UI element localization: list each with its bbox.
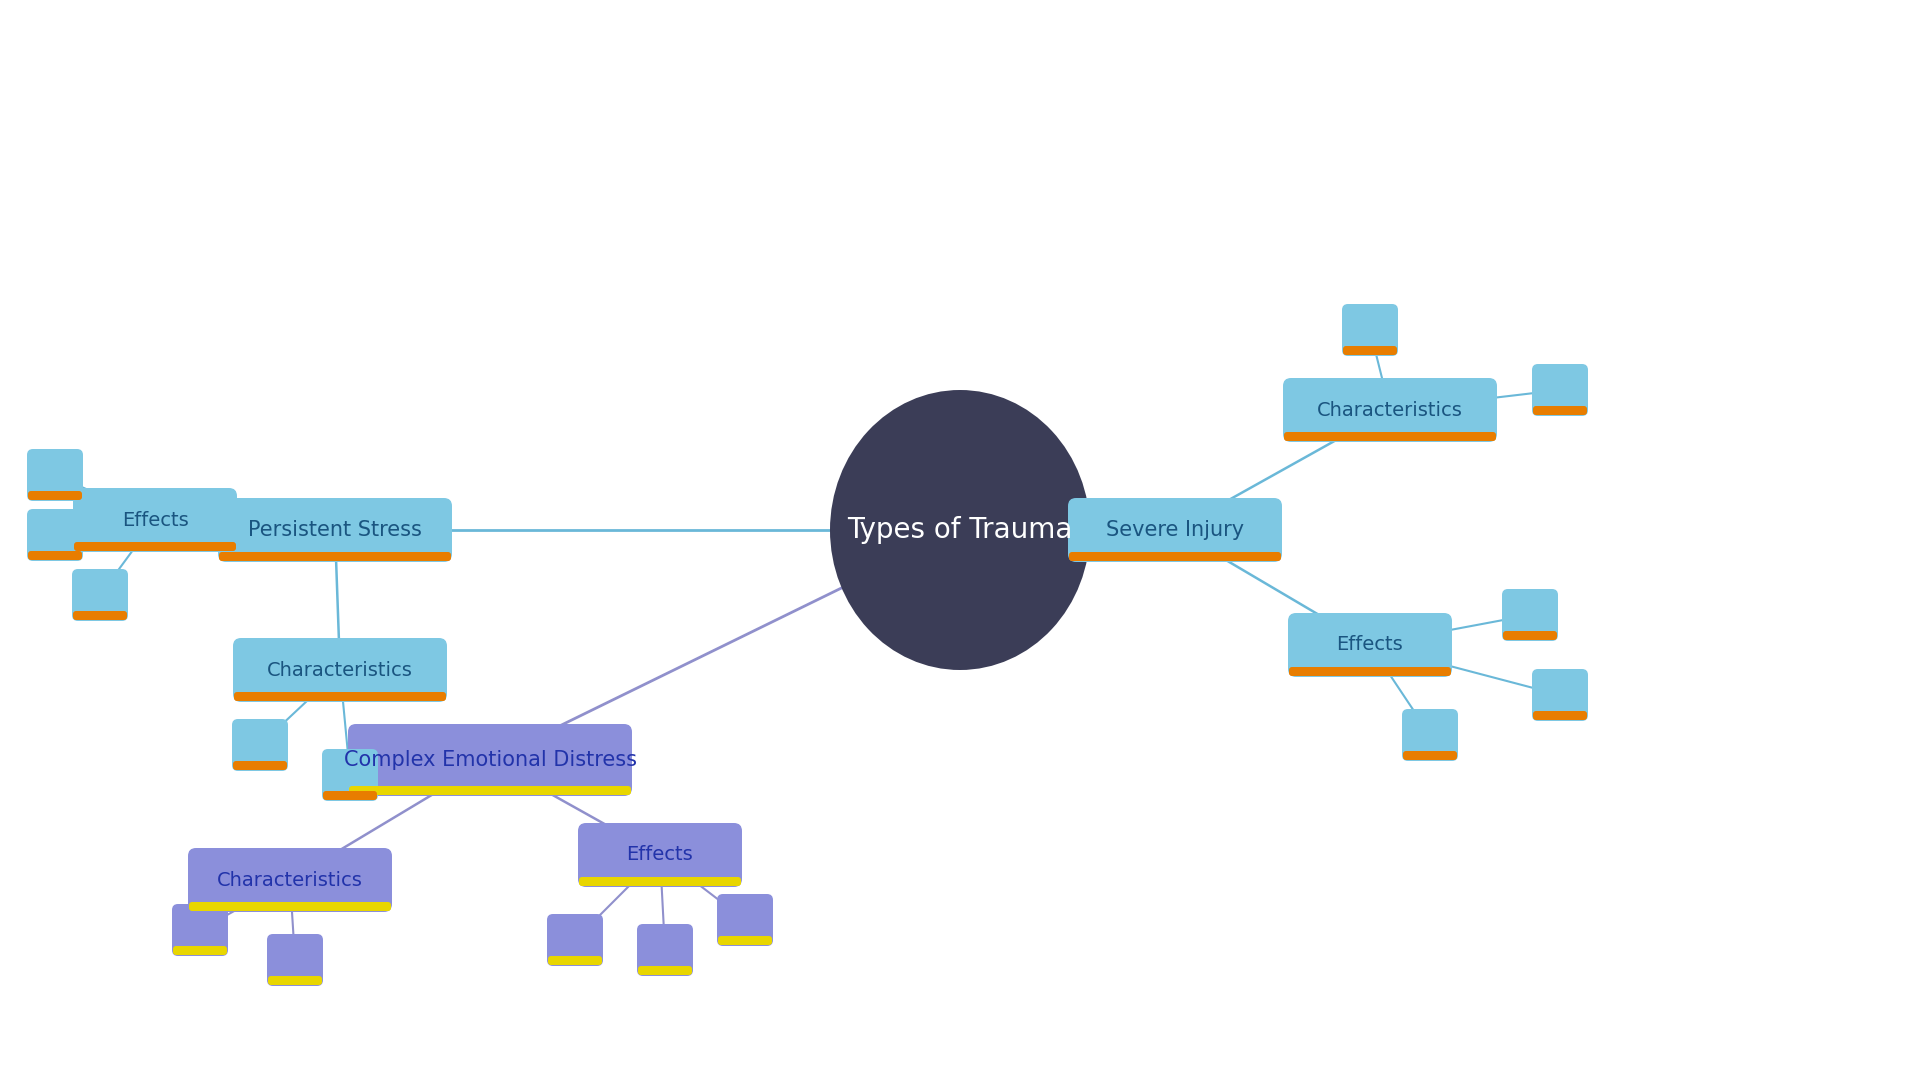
Text: Complex Emotional Distress: Complex Emotional Distress [344, 750, 637, 770]
FancyBboxPatch shape [232, 719, 288, 771]
FancyBboxPatch shape [232, 761, 286, 770]
FancyBboxPatch shape [1404, 751, 1457, 760]
Text: Characteristics: Characteristics [217, 870, 363, 890]
FancyBboxPatch shape [1283, 378, 1498, 442]
Text: Characteristics: Characteristics [1317, 401, 1463, 419]
FancyBboxPatch shape [349, 786, 632, 795]
FancyBboxPatch shape [323, 791, 376, 800]
FancyBboxPatch shape [173, 904, 228, 956]
FancyBboxPatch shape [718, 936, 772, 945]
FancyBboxPatch shape [73, 569, 129, 621]
FancyBboxPatch shape [348, 724, 632, 796]
Text: Severe Injury: Severe Injury [1106, 519, 1244, 540]
Ellipse shape [829, 390, 1091, 670]
FancyBboxPatch shape [267, 934, 323, 986]
FancyBboxPatch shape [75, 542, 236, 551]
FancyBboxPatch shape [580, 877, 741, 886]
FancyBboxPatch shape [1288, 613, 1452, 677]
FancyBboxPatch shape [27, 449, 83, 501]
FancyBboxPatch shape [1068, 498, 1283, 562]
FancyBboxPatch shape [73, 611, 127, 620]
FancyBboxPatch shape [73, 488, 236, 552]
Text: Types of Trauma: Types of Trauma [847, 516, 1073, 544]
FancyBboxPatch shape [29, 491, 83, 500]
FancyBboxPatch shape [637, 924, 693, 976]
FancyBboxPatch shape [1402, 708, 1457, 761]
FancyBboxPatch shape [323, 750, 378, 801]
FancyBboxPatch shape [219, 498, 451, 562]
FancyBboxPatch shape [1288, 667, 1452, 676]
FancyBboxPatch shape [1503, 631, 1557, 640]
Text: Effects: Effects [1336, 635, 1404, 654]
FancyBboxPatch shape [1342, 346, 1398, 355]
FancyBboxPatch shape [1342, 303, 1398, 356]
FancyBboxPatch shape [29, 551, 83, 561]
FancyBboxPatch shape [637, 966, 691, 975]
FancyBboxPatch shape [188, 848, 392, 912]
FancyBboxPatch shape [1532, 711, 1588, 720]
FancyBboxPatch shape [173, 946, 227, 955]
FancyBboxPatch shape [1284, 432, 1496, 441]
FancyBboxPatch shape [234, 692, 445, 701]
FancyBboxPatch shape [1532, 406, 1588, 415]
FancyBboxPatch shape [1069, 552, 1281, 561]
FancyBboxPatch shape [1532, 364, 1588, 416]
FancyBboxPatch shape [27, 509, 83, 561]
Text: Effects: Effects [121, 511, 188, 529]
FancyBboxPatch shape [578, 823, 741, 887]
Text: Characteristics: Characteristics [267, 661, 413, 679]
FancyBboxPatch shape [1501, 589, 1557, 642]
FancyBboxPatch shape [547, 956, 603, 966]
FancyBboxPatch shape [188, 902, 392, 912]
FancyBboxPatch shape [219, 552, 451, 561]
Text: Effects: Effects [626, 846, 693, 864]
Text: Persistent Stress: Persistent Stress [248, 519, 422, 540]
FancyBboxPatch shape [269, 976, 323, 985]
FancyBboxPatch shape [1532, 669, 1588, 721]
FancyBboxPatch shape [547, 914, 603, 966]
FancyBboxPatch shape [232, 638, 447, 702]
FancyBboxPatch shape [716, 894, 774, 946]
